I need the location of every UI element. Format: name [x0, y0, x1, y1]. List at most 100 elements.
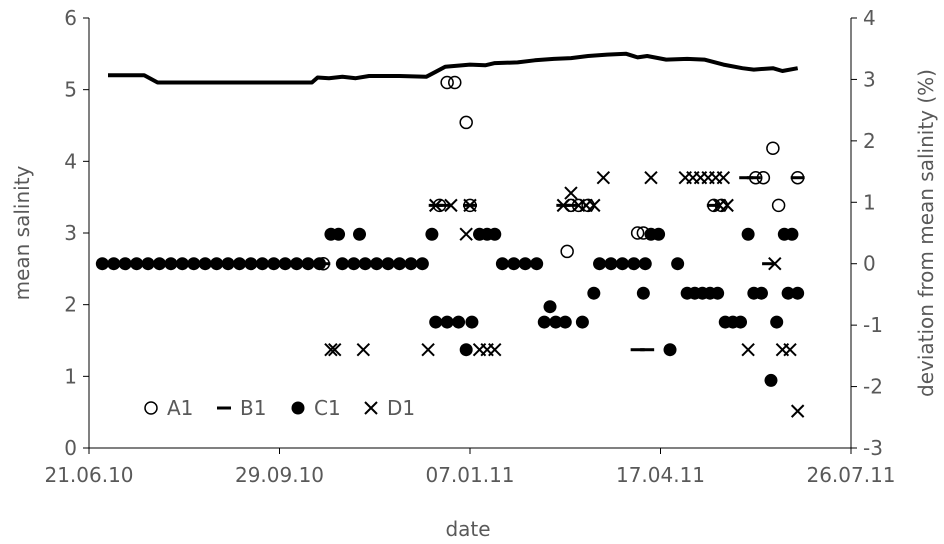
data-point: [587, 198, 601, 213]
data-point: [575, 315, 589, 329]
data-point: [324, 343, 338, 357]
right-axis-title: deviation from mean salinity (%): [914, 69, 938, 397]
x-tick-label: 17.04.11: [616, 463, 705, 487]
legend-label-c1: C1: [314, 396, 341, 420]
left-tick-label: 0: [64, 436, 77, 460]
data-point: [198, 257, 212, 271]
data-point: [596, 171, 611, 185]
data-point: [630, 226, 645, 240]
data-point: [770, 315, 784, 329]
left-tick-label: 1: [64, 364, 77, 388]
data-point: [459, 115, 473, 130]
legend-label-a1: A1: [167, 396, 193, 420]
x-tick-label: 29.09.10: [235, 463, 324, 487]
data-point: [232, 257, 246, 271]
right-axis-ticks: -3 -2 -1 0 1 2 3 4: [851, 6, 883, 460]
legend-marker-c1: [291, 401, 305, 415]
data-point: [452, 315, 466, 329]
data-point: [267, 257, 281, 271]
data-point: [604, 257, 618, 271]
data-point: [615, 257, 629, 271]
legend-marker-a1: [144, 401, 158, 415]
data-point: [495, 257, 509, 271]
data-point: [734, 315, 748, 329]
data-point: [358, 257, 372, 271]
left-tick-label: 2: [64, 293, 77, 317]
x-tick-label: 21.06.10: [44, 463, 133, 487]
data-point: [381, 257, 395, 271]
data-point: [152, 257, 166, 271]
data-point: [791, 286, 805, 300]
data-point: [429, 198, 443, 213]
data-point: [393, 257, 407, 271]
data-point: [652, 227, 666, 241]
right-tick-label: 2: [863, 129, 876, 153]
data-point: [560, 244, 574, 259]
data-point: [764, 373, 778, 387]
data-point: [210, 257, 224, 271]
x-axis-title: date: [445, 517, 490, 541]
data-point: [644, 171, 658, 185]
x-tick-label: 07.01.11: [425, 463, 514, 487]
data-point: [549, 315, 563, 329]
data-point: [440, 75, 454, 90]
data-point: [187, 257, 201, 271]
data-point: [771, 198, 786, 213]
data-point: [768, 257, 782, 271]
series-d1: [324, 171, 805, 418]
data-point: [421, 343, 435, 357]
data-point: [335, 257, 349, 271]
legend-label-b1: B1: [240, 396, 266, 420]
data-point: [370, 257, 384, 271]
data-point: [663, 343, 677, 357]
data-point: [415, 257, 429, 271]
left-axis-title: mean salinity: [10, 165, 34, 300]
data-point: [636, 286, 650, 300]
data-point: [459, 227, 473, 241]
data-point: [278, 257, 292, 271]
data-point: [347, 257, 361, 271]
right-tick-label: 1: [863, 190, 876, 214]
data-point: [95, 257, 109, 271]
data-point: [587, 286, 601, 300]
data-point: [488, 227, 502, 241]
data-point: [429, 315, 443, 329]
left-tick-label: 5: [64, 78, 77, 102]
data-point: [518, 257, 532, 271]
series-layer: [95, 51, 805, 418]
data-point: [440, 315, 454, 329]
data-point: [448, 75, 462, 90]
data-point: [313, 257, 327, 271]
data-point: [356, 343, 371, 357]
x-tick-label: 26.07.11: [806, 463, 895, 487]
data-point: [638, 257, 652, 271]
data-point: [741, 343, 755, 357]
data-point: [671, 257, 685, 271]
data-point: [107, 257, 121, 271]
series-c1: [95, 227, 805, 387]
right-tick-label: 4: [863, 6, 876, 30]
series-a1: [316, 75, 805, 271]
right-tick-label: -1: [863, 313, 883, 337]
data-point: [301, 257, 315, 271]
data-point: [537, 315, 551, 329]
legend: A1 B1 C1 D1: [144, 396, 415, 420]
data-point: [164, 257, 178, 271]
data-point: [255, 257, 269, 271]
data-point: [564, 186, 578, 200]
data-point: [716, 171, 731, 185]
data-point: [444, 198, 458, 213]
mean-salinity-line: [108, 51, 799, 85]
legend-label-d1: D1: [387, 396, 415, 420]
left-tick-label: 3: [64, 221, 77, 245]
data-point: [766, 141, 780, 155]
data-point: [785, 227, 799, 241]
data-point: [530, 257, 544, 271]
data-point: [754, 286, 768, 300]
data-point: [465, 315, 479, 329]
right-tick-label: 0: [863, 252, 876, 276]
data-point: [141, 257, 155, 271]
right-tick-label: -3: [863, 436, 883, 460]
data-point: [332, 227, 346, 241]
